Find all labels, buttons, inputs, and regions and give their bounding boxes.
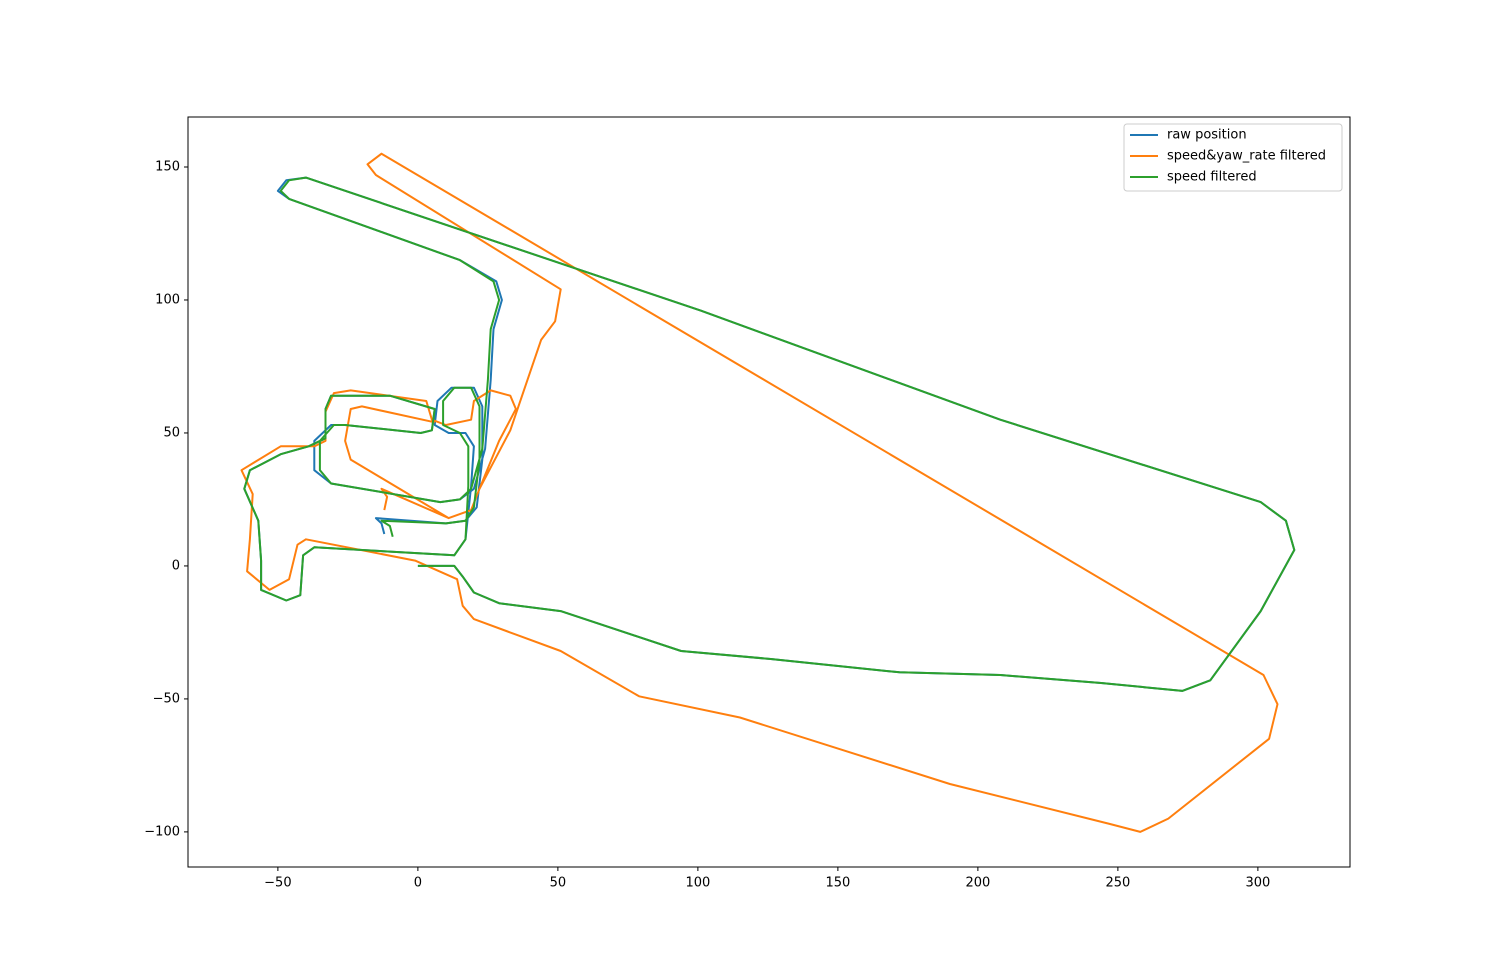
x-tick-label: 0: [414, 876, 422, 891]
x-tick-label: 300: [1245, 876, 1270, 891]
x-tick-label: 200: [965, 876, 990, 891]
y-tick-label: −50: [153, 691, 180, 706]
x-tick-label: 100: [685, 876, 710, 891]
legend: raw position speed&yaw_rate filtered speed…: [1123, 123, 1343, 192]
x-tick-label: 250: [1105, 876, 1130, 891]
y-tick-label: 150: [155, 160, 180, 175]
y-tick-label: 0: [172, 558, 180, 573]
x-tick-label: −50: [264, 876, 291, 891]
series-line: [243, 176, 1296, 692]
y-tick-label: 100: [155, 292, 180, 307]
axes-frame: [187, 116, 1351, 868]
legend-label: raw position: [1167, 128, 1247, 143]
x-tick-label: 50: [550, 876, 567, 891]
legend-box: [1123, 123, 1343, 192]
y-tick-label: 50: [163, 425, 180, 440]
x-tick-label: 150: [825, 876, 850, 891]
y-tick-label: −100: [144, 824, 180, 839]
legend-label: speed filtered: [1167, 170, 1257, 185]
legend-label: speed&yaw_rate filtered: [1167, 149, 1326, 164]
